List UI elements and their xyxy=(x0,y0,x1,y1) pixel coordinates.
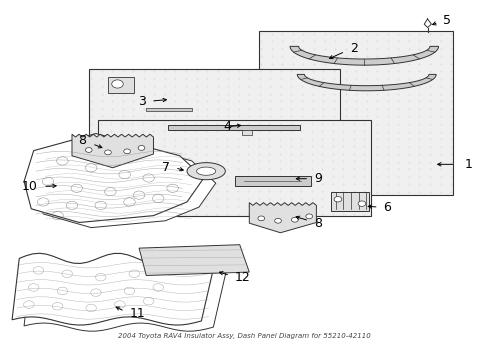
Polygon shape xyxy=(258,31,452,195)
Circle shape xyxy=(257,216,264,221)
Circle shape xyxy=(305,214,312,219)
Text: 10: 10 xyxy=(21,180,38,193)
Polygon shape xyxy=(242,130,251,135)
Circle shape xyxy=(291,217,298,222)
Text: 8: 8 xyxy=(78,134,86,147)
Text: 12: 12 xyxy=(234,271,250,284)
Polygon shape xyxy=(289,46,438,65)
Polygon shape xyxy=(24,134,203,222)
Text: 1: 1 xyxy=(464,158,472,171)
Polygon shape xyxy=(234,176,310,185)
Polygon shape xyxy=(72,134,153,168)
Circle shape xyxy=(274,219,281,223)
Text: 2: 2 xyxy=(349,41,357,55)
Polygon shape xyxy=(98,120,371,216)
Polygon shape xyxy=(36,139,215,228)
Polygon shape xyxy=(139,245,249,275)
Polygon shape xyxy=(108,77,134,93)
Text: 7: 7 xyxy=(162,161,170,174)
Polygon shape xyxy=(196,167,215,175)
Polygon shape xyxy=(167,125,299,130)
Circle shape xyxy=(112,80,123,88)
Circle shape xyxy=(104,150,111,155)
Polygon shape xyxy=(12,253,215,325)
Text: 11: 11 xyxy=(129,307,145,320)
Text: 5: 5 xyxy=(443,14,450,27)
Circle shape xyxy=(333,197,341,202)
Text: 3: 3 xyxy=(138,95,146,108)
Polygon shape xyxy=(24,260,227,331)
Text: 2004 Toyota RAV4 Insulator Assy, Dash Panel Diagram for 55210-42110: 2004 Toyota RAV4 Insulator Assy, Dash Pa… xyxy=(118,333,370,339)
Circle shape xyxy=(85,148,92,152)
Circle shape xyxy=(123,149,130,154)
Text: 9: 9 xyxy=(313,172,321,185)
Polygon shape xyxy=(186,163,225,180)
Circle shape xyxy=(357,201,365,206)
Circle shape xyxy=(138,145,144,150)
Polygon shape xyxy=(89,68,340,178)
Text: 8: 8 xyxy=(313,217,321,230)
Polygon shape xyxy=(330,192,368,211)
Text: 6: 6 xyxy=(383,201,390,213)
Polygon shape xyxy=(249,203,316,233)
Polygon shape xyxy=(297,75,435,91)
Text: 4: 4 xyxy=(223,120,230,133)
Polygon shape xyxy=(146,108,191,111)
